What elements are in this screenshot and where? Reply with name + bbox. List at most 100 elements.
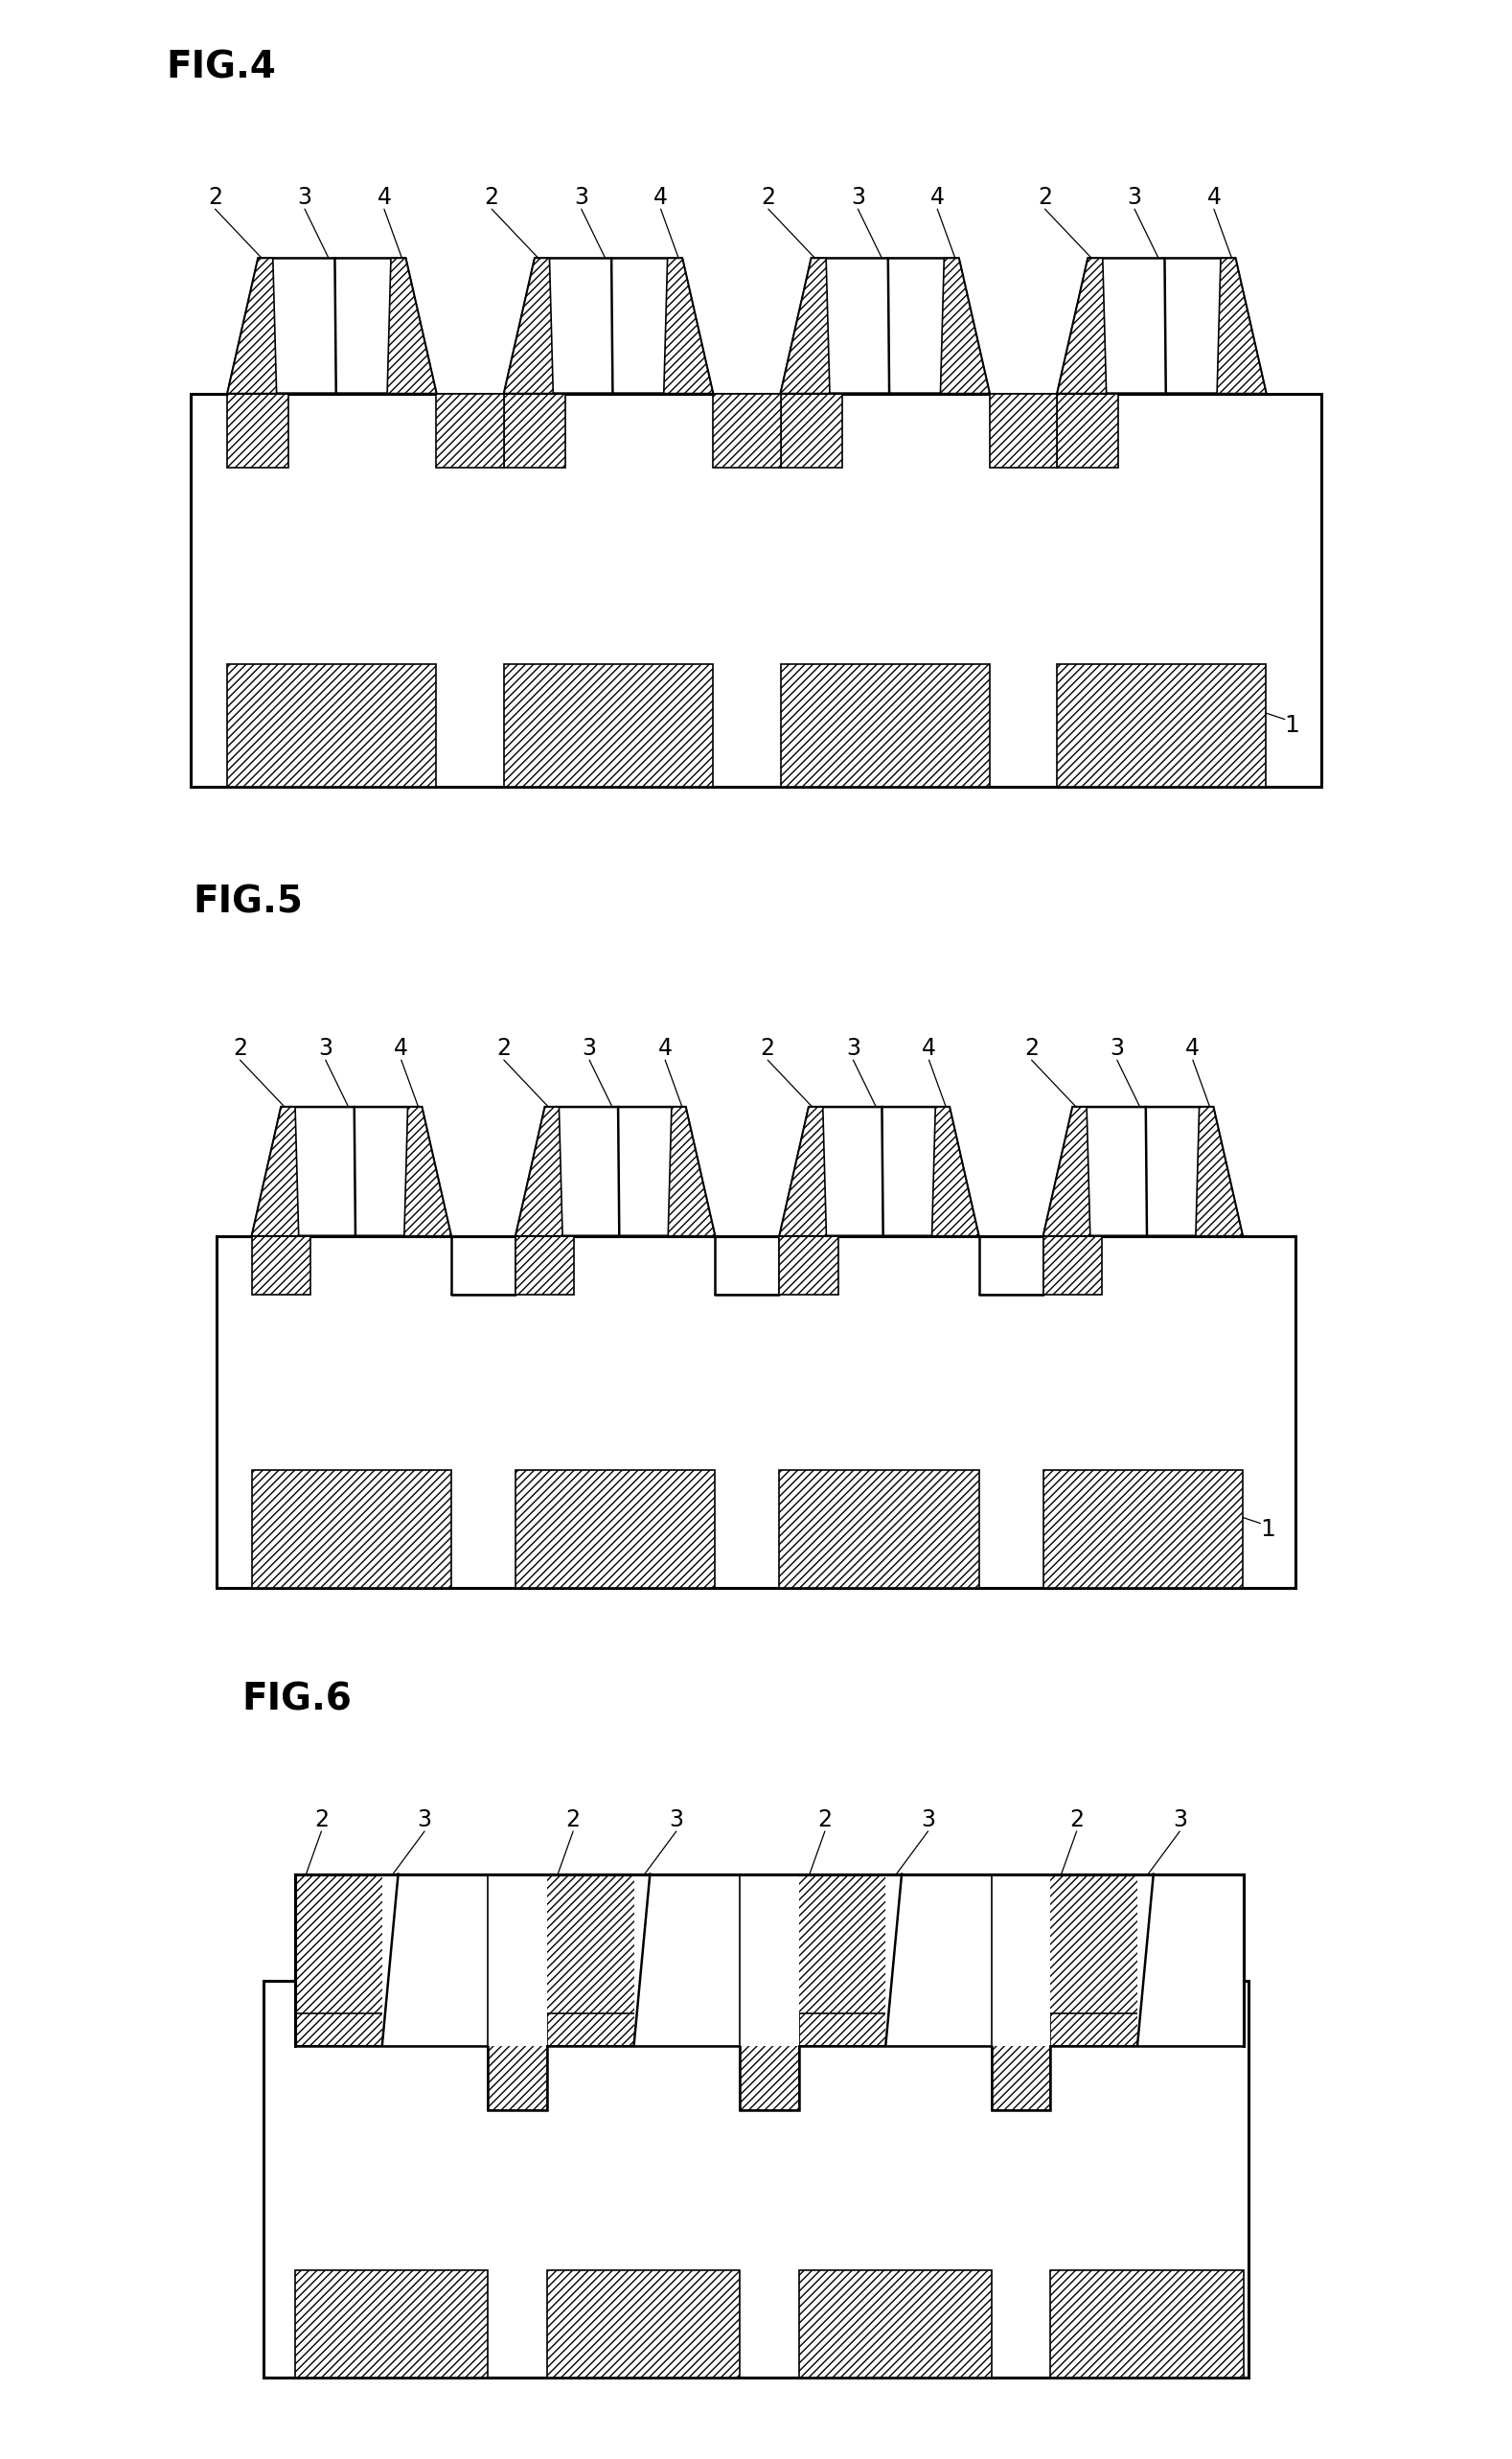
- Polygon shape: [516, 1470, 715, 1589]
- Polygon shape: [253, 1107, 299, 1237]
- Text: 2: 2: [818, 1807, 832, 1832]
- Text: 3: 3: [921, 1807, 936, 1832]
- Polygon shape: [227, 393, 289, 467]
- Text: 3: 3: [847, 1038, 860, 1060]
- Text: 4: 4: [922, 1038, 936, 1060]
- Polygon shape: [940, 258, 989, 393]
- Polygon shape: [886, 1874, 992, 2046]
- Text: 1: 1: [1217, 2311, 1232, 2336]
- Polygon shape: [798, 2014, 992, 2046]
- Text: 4: 4: [1185, 1038, 1201, 1060]
- Polygon shape: [931, 1107, 978, 1237]
- Polygon shape: [263, 1982, 1249, 2378]
- Polygon shape: [1043, 1470, 1243, 1589]
- Polygon shape: [503, 258, 553, 393]
- Polygon shape: [1057, 258, 1107, 393]
- FancyBboxPatch shape: [383, 1874, 547, 2046]
- Polygon shape: [1051, 1874, 1137, 2046]
- Text: 2: 2: [565, 1807, 581, 1832]
- Text: 4: 4: [653, 187, 668, 209]
- Polygon shape: [780, 258, 989, 393]
- Polygon shape: [634, 1874, 739, 2046]
- Text: 2: 2: [1037, 187, 1052, 209]
- Polygon shape: [668, 1107, 715, 1237]
- Polygon shape: [780, 258, 830, 393]
- Polygon shape: [1196, 1107, 1243, 1237]
- Polygon shape: [227, 664, 437, 787]
- Polygon shape: [404, 1107, 451, 1237]
- Polygon shape: [798, 2270, 992, 2378]
- FancyBboxPatch shape: [1137, 1874, 1243, 2046]
- Text: 3: 3: [1110, 1038, 1125, 1060]
- Polygon shape: [253, 1470, 451, 1589]
- Text: 3: 3: [582, 1038, 597, 1060]
- Text: 2: 2: [209, 187, 222, 209]
- Polygon shape: [437, 393, 503, 467]
- Polygon shape: [780, 664, 989, 787]
- Polygon shape: [547, 2270, 739, 2378]
- Polygon shape: [488, 1874, 547, 2046]
- Text: 4: 4: [930, 187, 945, 209]
- Polygon shape: [1057, 393, 1119, 467]
- Polygon shape: [227, 258, 437, 393]
- Polygon shape: [992, 1874, 1051, 2046]
- Polygon shape: [1057, 664, 1266, 787]
- Text: FIG.5: FIG.5: [194, 885, 304, 920]
- Polygon shape: [295, 2270, 488, 2378]
- Polygon shape: [739, 1874, 798, 2046]
- Polygon shape: [253, 1107, 451, 1237]
- Text: 2: 2: [497, 1038, 511, 1060]
- Text: 3: 3: [417, 1807, 432, 1832]
- Polygon shape: [1051, 2270, 1243, 2378]
- Polygon shape: [503, 664, 714, 787]
- Polygon shape: [1043, 1107, 1243, 1237]
- Text: 4: 4: [1217, 1992, 1232, 2014]
- FancyBboxPatch shape: [886, 1874, 1051, 2046]
- Text: 3: 3: [1173, 1807, 1187, 1832]
- Polygon shape: [1137, 1874, 1243, 2046]
- Text: FIG.4: FIG.4: [166, 49, 277, 86]
- Polygon shape: [780, 393, 842, 467]
- Text: 2: 2: [1024, 1038, 1039, 1060]
- Text: 2: 2: [233, 1038, 248, 1060]
- Text: 3: 3: [575, 187, 588, 209]
- Text: 2: 2: [761, 187, 776, 209]
- Polygon shape: [547, 2014, 739, 2046]
- Text: 2: 2: [314, 1807, 328, 1832]
- Polygon shape: [191, 393, 1321, 787]
- Text: 2: 2: [761, 1038, 776, 1060]
- Polygon shape: [780, 1237, 838, 1293]
- Polygon shape: [714, 393, 780, 467]
- Polygon shape: [387, 258, 437, 393]
- Polygon shape: [664, 258, 714, 393]
- Text: 4: 4: [395, 1038, 408, 1060]
- Polygon shape: [516, 1107, 715, 1237]
- Polygon shape: [383, 1874, 488, 2046]
- Text: 3: 3: [298, 187, 311, 209]
- Polygon shape: [547, 1874, 634, 2046]
- Polygon shape: [253, 1237, 310, 1293]
- Polygon shape: [516, 1237, 575, 1293]
- Polygon shape: [295, 1874, 1243, 2110]
- Text: FIG.6: FIG.6: [242, 1682, 352, 1719]
- Text: 2: 2: [484, 187, 499, 209]
- Text: 4: 4: [658, 1038, 673, 1060]
- Text: 4: 4: [1207, 187, 1222, 209]
- Polygon shape: [780, 1107, 827, 1237]
- Polygon shape: [780, 1107, 978, 1237]
- Text: 3: 3: [851, 187, 865, 209]
- Text: 3: 3: [670, 1807, 683, 1832]
- Text: 4: 4: [376, 187, 392, 209]
- Polygon shape: [989, 393, 1057, 467]
- Polygon shape: [227, 258, 277, 393]
- Text: 1: 1: [1259, 1517, 1276, 1542]
- Polygon shape: [295, 2014, 488, 2046]
- Polygon shape: [1043, 1107, 1090, 1237]
- Polygon shape: [798, 1874, 886, 2046]
- Text: 2: 2: [1069, 1807, 1084, 1832]
- Polygon shape: [1051, 2014, 1243, 2046]
- Polygon shape: [1043, 1237, 1102, 1293]
- Polygon shape: [503, 258, 714, 393]
- Polygon shape: [1057, 258, 1266, 393]
- Polygon shape: [216, 1237, 1296, 1589]
